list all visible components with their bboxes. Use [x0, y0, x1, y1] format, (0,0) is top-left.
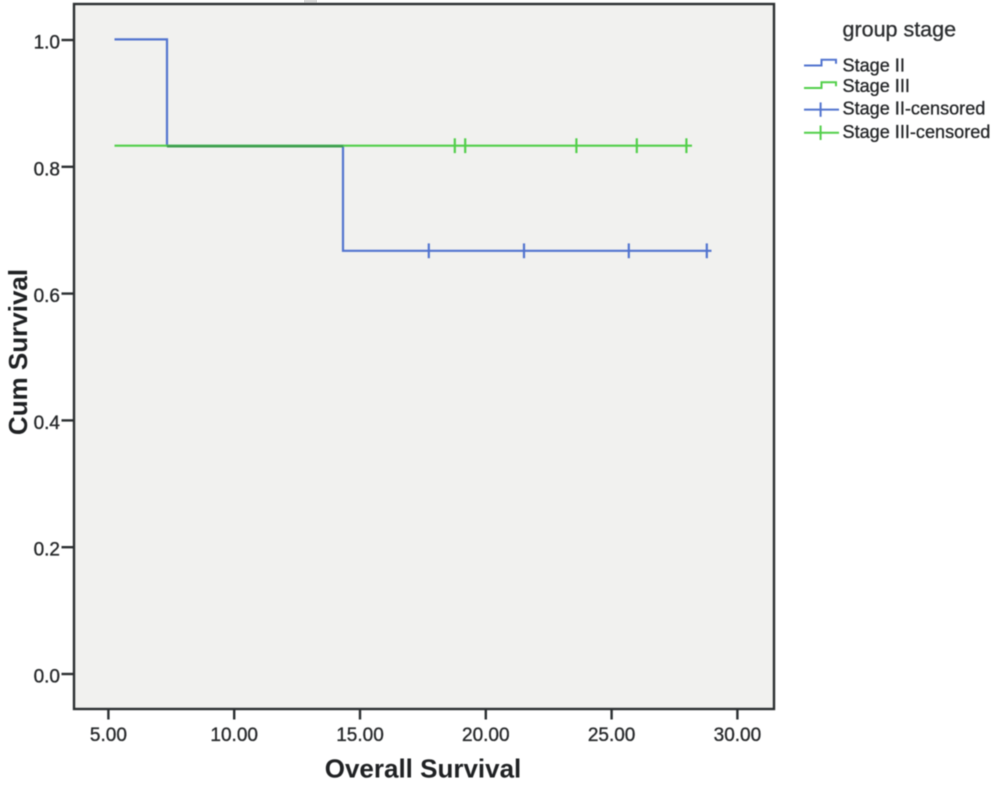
svg-text:Cum Survival: Cum Survival	[3, 269, 33, 435]
svg-text:0.6: 0.6	[34, 286, 60, 307]
svg-text:0.4: 0.4	[34, 413, 61, 434]
svg-text:Stage III: Stage III	[843, 76, 910, 96]
svg-text:30.00: 30.00	[714, 725, 762, 746]
svg-text:group stage: group stage	[843, 18, 957, 42]
svg-text:10.00: 10.00	[210, 725, 258, 746]
svg-text:Stage II: Stage II	[843, 56, 905, 76]
svg-text:1.0: 1.0	[34, 33, 60, 54]
svg-text:0.2: 0.2	[34, 540, 60, 561]
svg-text:5.00: 5.00	[90, 725, 127, 746]
svg-text:25.00: 25.00	[588, 725, 636, 746]
svg-text:0.8: 0.8	[34, 159, 60, 180]
svg-text:0.0: 0.0	[34, 667, 60, 688]
svg-text:Overall Survival: Overall Survival	[325, 754, 522, 784]
svg-text:15.00: 15.00	[336, 725, 384, 746]
svg-text:20.00: 20.00	[462, 725, 510, 746]
svg-text:Stage II-censored: Stage II-censored	[843, 99, 986, 119]
svg-text:Stage III-censored: Stage III-censored	[843, 122, 991, 142]
